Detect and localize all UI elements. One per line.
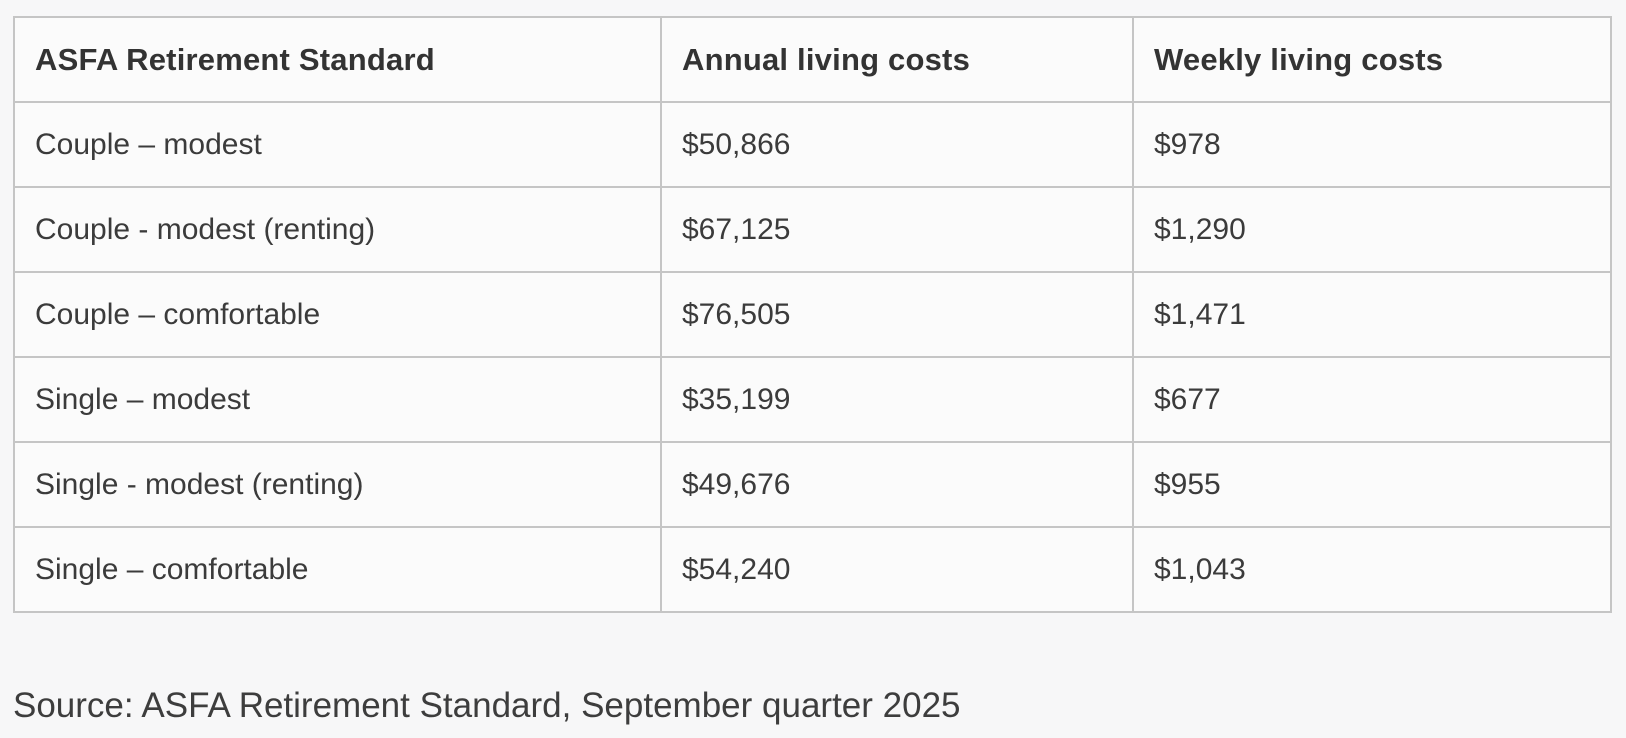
annual-cost-cell: $35,199 xyxy=(660,356,1134,443)
header-cell-standard: ASFA Retirement Standard xyxy=(13,16,662,103)
source-note: Source: ASFA Retirement Standard, Septem… xyxy=(13,686,961,725)
row-label-cell: Single – comfortable xyxy=(13,526,662,613)
row-label-cell: Couple - modest (renting) xyxy=(13,186,662,273)
weekly-cost-cell: $1,290 xyxy=(1132,186,1612,273)
table-row: Couple – comfortable $76,505 $1,471 xyxy=(13,271,1612,358)
annual-cost-cell: $67,125 xyxy=(660,186,1134,273)
header-row: ASFA Retirement Standard Annual living c… xyxy=(13,16,1612,103)
weekly-cost-cell: $955 xyxy=(1132,441,1612,528)
header-cell-weekly: Weekly living costs xyxy=(1132,16,1612,103)
table-row: Couple - modest (renting) $67,125 $1,290 xyxy=(13,186,1612,273)
table-body: Couple – modest $50,866 $978 Couple - mo… xyxy=(13,101,1612,613)
header-cell-annual: Annual living costs xyxy=(660,16,1134,103)
table-header: ASFA Retirement Standard Annual living c… xyxy=(13,16,1612,103)
row-label-cell: Couple – comfortable xyxy=(13,271,662,358)
annual-cost-cell: $76,505 xyxy=(660,271,1134,358)
weekly-cost-cell: $677 xyxy=(1132,356,1612,443)
row-label-cell: Couple – modest xyxy=(13,101,662,188)
row-label-cell: Single - modest (renting) xyxy=(13,441,662,528)
annual-cost-cell: $49,676 xyxy=(660,441,1134,528)
annual-cost-cell: $54,240 xyxy=(660,526,1134,613)
retirement-living-costs-table: ASFA Retirement Standard Annual living c… xyxy=(13,16,1612,613)
table-row: Couple – modest $50,866 $978 xyxy=(13,101,1612,188)
weekly-cost-cell: $978 xyxy=(1132,101,1612,188)
table-row: Single - modest (renting) $49,676 $955 xyxy=(13,441,1612,528)
table-row: Single – comfortable $54,240 $1,043 xyxy=(13,526,1612,613)
annual-cost-cell: $50,866 xyxy=(660,101,1134,188)
weekly-cost-cell: $1,471 xyxy=(1132,271,1612,358)
table-row: Single – modest $35,199 $677 xyxy=(13,356,1612,443)
weekly-cost-cell: $1,043 xyxy=(1132,526,1612,613)
row-label-cell: Single – modest xyxy=(13,356,662,443)
